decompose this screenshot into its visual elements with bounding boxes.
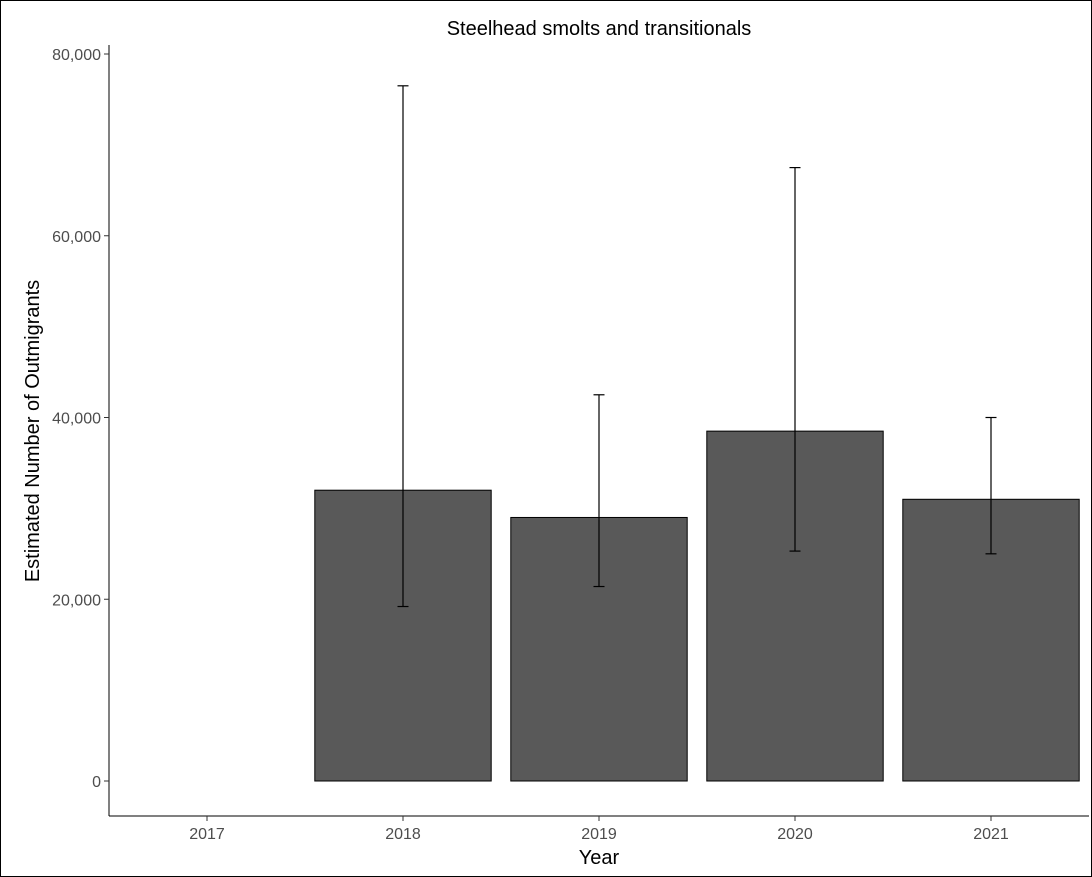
x-axis-title: Year bbox=[579, 847, 620, 869]
error-bar-2018 bbox=[397, 85, 409, 608]
plot-area bbox=[314, 85, 1080, 782]
chart-title: Steelhead smolts and transitionals bbox=[447, 18, 752, 40]
x-tick-label-2017: 2017 bbox=[189, 826, 225, 843]
error-bar-2021 bbox=[985, 416, 997, 555]
y-axis-title: Estimated Number of Outmigrants bbox=[22, 280, 44, 582]
x-tick-label-2020: 2020 bbox=[777, 826, 813, 843]
y-tick-label-0: 0 bbox=[92, 774, 101, 791]
x-tick-label-2019: 2019 bbox=[581, 826, 617, 843]
y-tick-label-60,000: 60,000 bbox=[52, 229, 101, 246]
y-tick-label-40,000: 40,000 bbox=[52, 411, 101, 428]
y-axis-ticks: 0 20,000 40,000 60,000 80,000 bbox=[52, 47, 109, 791]
y-tick-label-80,000: 80,000 bbox=[52, 47, 101, 64]
error-bar-2019 bbox=[593, 394, 605, 588]
y-tick-label-20,000: 20,000 bbox=[52, 592, 101, 609]
x-axis-ticks: 2017 2018 2019 2020 2021 bbox=[189, 816, 1009, 843]
x-tick-label-2018: 2018 bbox=[385, 826, 421, 843]
error-bar-2020 bbox=[789, 166, 801, 552]
x-tick-label-2021: 2021 bbox=[973, 826, 1009, 843]
